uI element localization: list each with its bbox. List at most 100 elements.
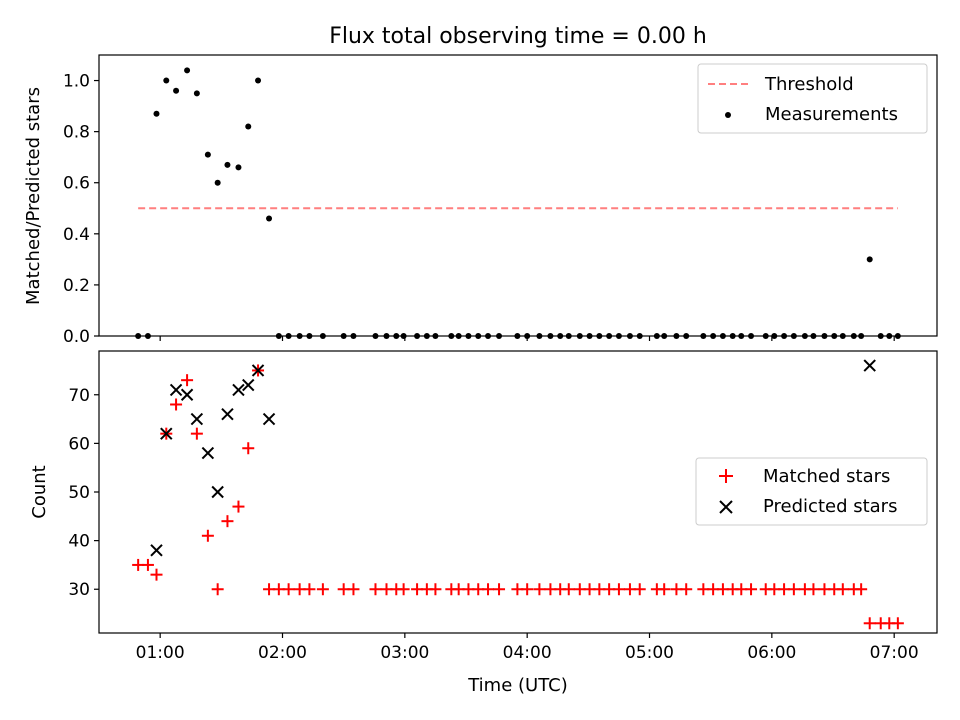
predicted-star-point bbox=[863, 359, 876, 372]
top-y-axis-label: Matched/Predicted stars bbox=[23, 87, 44, 305]
predicted-star-point bbox=[150, 544, 163, 557]
legend-measurements-label: Measurements bbox=[765, 104, 898, 125]
matched-star-point bbox=[181, 374, 194, 387]
matched-star-point bbox=[141, 558, 154, 571]
matched-star-point bbox=[316, 583, 329, 596]
matched-star-point bbox=[562, 583, 575, 596]
top-y-tick-label: 0.4 bbox=[63, 225, 90, 245]
predicted-star-point bbox=[201, 446, 215, 460]
predicted-star-point bbox=[221, 407, 234, 421]
matched-star-point bbox=[211, 583, 224, 596]
top-y-ticks: 0.0 0.2 0.4 0.6 0.8 1.0 bbox=[63, 72, 99, 347]
measurement-point bbox=[153, 110, 160, 117]
x-axis-label: Time (UTC) bbox=[467, 675, 568, 696]
matched-star-point bbox=[170, 398, 183, 411]
matched-star-point bbox=[482, 583, 495, 596]
legend-matched-marker bbox=[719, 469, 733, 483]
matched-star-point bbox=[150, 568, 163, 581]
measurement-point bbox=[204, 151, 211, 158]
x-tick-label: 07:00 bbox=[870, 643, 919, 663]
matched-star-point bbox=[807, 583, 820, 596]
bottom-y-tick-label: 30 bbox=[68, 580, 90, 600]
matched-star-point bbox=[493, 583, 506, 596]
bottom-data-layer bbox=[132, 359, 904, 630]
measurement-point bbox=[266, 215, 273, 222]
matched-star-point bbox=[221, 515, 234, 528]
bottom-y-tick-label: 70 bbox=[68, 386, 90, 406]
bottom-panel: 30 40 50 60 70 01:00 02:00 03:00 04:00 05:00 06:0… bbox=[29, 350, 938, 696]
top-axes-frame bbox=[98, 54, 938, 337]
legend-measurements-marker bbox=[725, 112, 731, 118]
x-tick-label: 06:00 bbox=[747, 643, 796, 663]
bottom-y-tick-label: 40 bbox=[68, 532, 90, 552]
predicted-star-point bbox=[242, 378, 255, 392]
predicted-star-point bbox=[180, 388, 194, 401]
bottom-y-axis-label: Count bbox=[29, 465, 50, 518]
bottom-y-tick-label: 60 bbox=[68, 434, 90, 454]
measurement-point bbox=[173, 87, 180, 94]
matched-star-point bbox=[855, 583, 868, 596]
matched-star-point bbox=[201, 529, 214, 542]
top-y-tick-label: 0.2 bbox=[63, 276, 90, 296]
matched-star-point bbox=[190, 427, 203, 440]
matched-star-point bbox=[612, 583, 625, 596]
predicted-star-point bbox=[262, 412, 276, 426]
x-tick-label: 01:00 bbox=[136, 643, 185, 663]
measurement-point bbox=[193, 90, 200, 97]
predicted-star-point bbox=[232, 383, 245, 397]
measurement-point bbox=[245, 123, 252, 130]
top-legend-box bbox=[697, 63, 928, 134]
matched-star-point bbox=[232, 500, 245, 513]
matched-star-point bbox=[369, 583, 382, 596]
matched-star-point bbox=[347, 583, 360, 596]
matched-star-point bbox=[680, 583, 693, 596]
matched-star-point bbox=[658, 583, 671, 596]
top-y-tick-label: 1.0 bbox=[63, 72, 90, 92]
matched-star-point bbox=[745, 583, 758, 596]
x-tick-label: 05:00 bbox=[625, 643, 674, 663]
measurement-point bbox=[255, 77, 262, 84]
bottom-y-tick-label: 50 bbox=[68, 483, 90, 503]
bottom-y-ticks: 30 40 50 60 70 bbox=[68, 386, 99, 600]
legend-matched-label: Matched stars bbox=[763, 466, 890, 487]
top-y-tick-label: 0.8 bbox=[63, 123, 90, 143]
top-panel: 0.0 0.2 0.4 0.6 0.8 1.0 Matched/Predicted sta… bbox=[23, 54, 938, 347]
matched-star-point bbox=[303, 583, 316, 596]
predicted-star-point bbox=[211, 485, 224, 499]
matched-star-point bbox=[891, 617, 904, 630]
top-legend: Threshold Measurements bbox=[697, 63, 928, 134]
matched-star-point bbox=[633, 583, 646, 596]
legend-predicted-label: Predicted stars bbox=[763, 496, 897, 517]
predicted-star-point bbox=[169, 383, 183, 397]
x-tick-label: 04:00 bbox=[503, 643, 552, 663]
top-x-ticks bbox=[159, 336, 895, 341]
measurement-point bbox=[214, 179, 221, 186]
matched-star-point bbox=[521, 583, 534, 596]
matched-star-point bbox=[242, 442, 255, 455]
measurement-point bbox=[235, 164, 242, 171]
predicted-star-point bbox=[190, 412, 204, 426]
matched-star-point bbox=[787, 583, 800, 596]
measurement-point bbox=[866, 256, 873, 263]
predicted-star-point bbox=[160, 427, 173, 440]
matched-star-point bbox=[429, 583, 442, 596]
bottom-legend-box bbox=[695, 457, 928, 526]
top-y-tick-label: 0.0 bbox=[63, 327, 90, 347]
predicted-star-point bbox=[251, 364, 265, 377]
matched-star-point bbox=[836, 583, 849, 596]
legend-predicted-marker bbox=[719, 500, 733, 514]
measurement-point bbox=[224, 161, 231, 168]
measurement-point bbox=[163, 77, 170, 84]
matched-star-point bbox=[863, 617, 876, 630]
matched-star-point bbox=[282, 583, 295, 596]
chart-title: Flux total observing time = 0.00 h bbox=[329, 24, 707, 49]
top-y-tick-label: 0.6 bbox=[63, 174, 90, 194]
matched-star-point bbox=[533, 583, 546, 596]
measurement-point bbox=[184, 67, 191, 74]
bottom-x-ticks: 01:00 02:00 03:00 04:00 05:00 06:00 07:00 bbox=[136, 633, 919, 663]
legend-threshold-label: Threshold bbox=[764, 74, 854, 95]
x-tick-label: 02:00 bbox=[258, 643, 307, 663]
matched-star-point bbox=[397, 583, 410, 596]
x-tick-label: 03:00 bbox=[380, 643, 429, 663]
